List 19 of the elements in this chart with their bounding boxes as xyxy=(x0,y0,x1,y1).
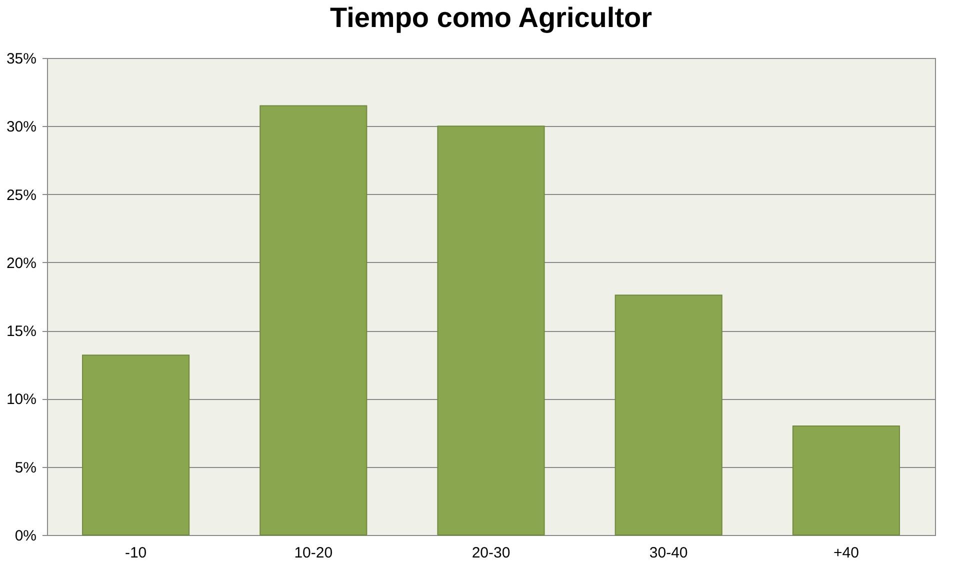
x-tick-label: 20-30 xyxy=(472,544,510,562)
y-tick-label: 20% xyxy=(6,254,36,272)
x-tick-label: -10 xyxy=(124,544,147,562)
y-tick-label: 5% xyxy=(14,459,36,476)
bar xyxy=(614,294,722,536)
bar xyxy=(82,354,190,536)
y-tick-label: 10% xyxy=(6,391,36,408)
y-tick-label: 15% xyxy=(6,323,36,340)
x-tick-label: +40 xyxy=(833,544,859,562)
x-tick-label: 10-20 xyxy=(294,544,333,562)
y-tick-label: 25% xyxy=(6,186,36,204)
bar xyxy=(437,126,545,536)
bar xyxy=(260,105,368,536)
y-tick-label: 0% xyxy=(14,528,36,544)
y-tick-label: 35% xyxy=(6,50,36,68)
bar xyxy=(792,425,900,536)
x-tick-label: 30-40 xyxy=(649,544,688,562)
y-tick-label: 30% xyxy=(6,118,36,136)
chart-title: Tiempo como Agricultor xyxy=(330,2,652,33)
